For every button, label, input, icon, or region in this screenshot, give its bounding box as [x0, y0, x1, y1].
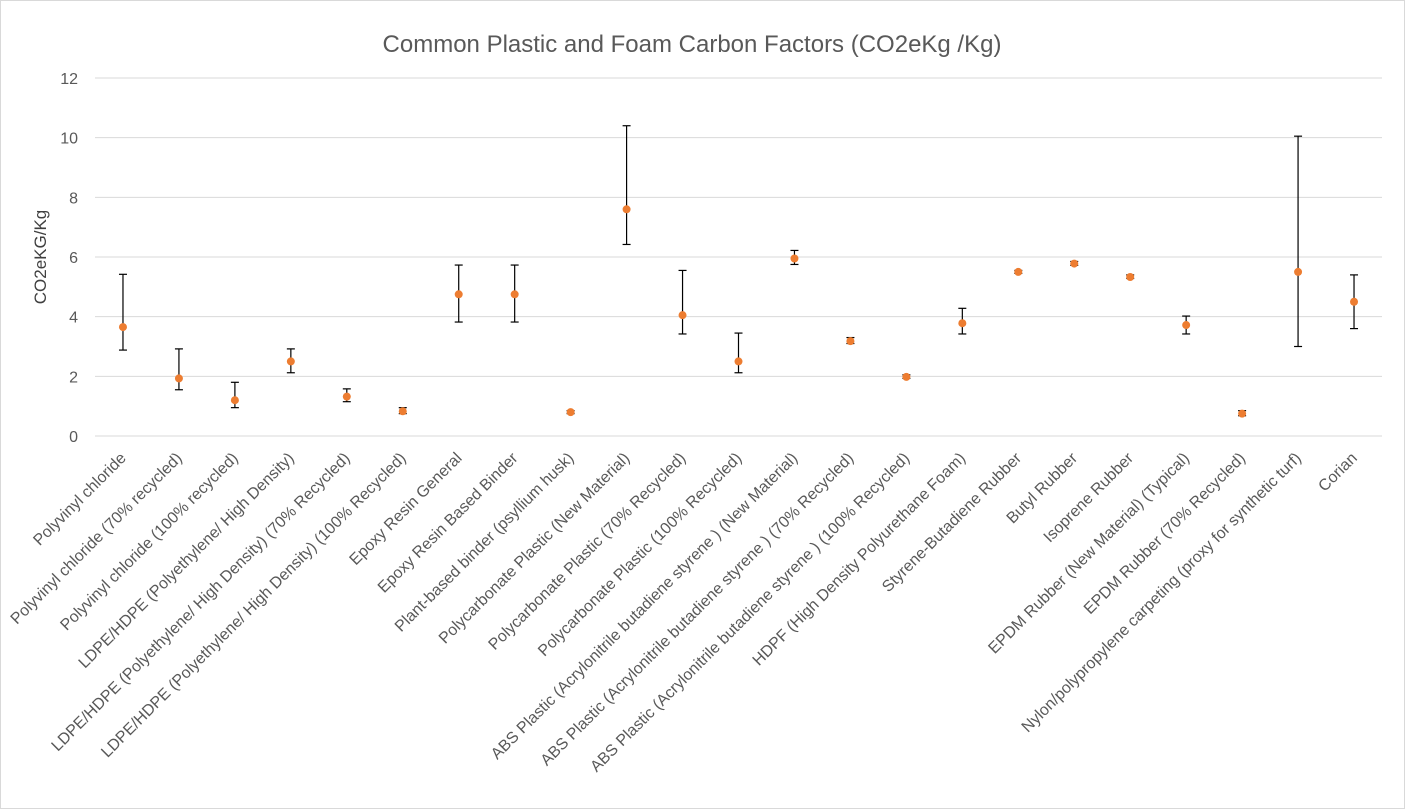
data-point: [510, 290, 519, 299]
x-tick-label: Polycarbonate Plastic (70% Recycled): [486, 450, 690, 654]
data-point: [398, 407, 407, 416]
data-point: [1294, 267, 1303, 276]
data-point: [342, 392, 351, 401]
data-point: [678, 311, 687, 320]
data-point: [286, 357, 295, 366]
gridlines: [95, 77, 1382, 437]
y-tick-label: 12: [60, 71, 78, 88]
y-tick-label: 2: [69, 369, 78, 386]
x-tick-label: Epoxy Resin General: [347, 450, 466, 569]
data-point: [734, 357, 743, 366]
y-axis-label: CO2eKG/Kg: [31, 210, 50, 305]
y-tick-label: 6: [69, 250, 78, 267]
data-point: [454, 290, 463, 299]
x-tick-label: Polycarbonate Plastic (100% Recycled): [535, 450, 745, 660]
data-point: [790, 254, 799, 263]
data-point: [1014, 267, 1023, 276]
data-point: [958, 319, 967, 328]
x-tick-label: Polyvinyl chloride: [30, 450, 129, 549]
x-tick-label: HDPF (High Density Polyurethane Foam): [750, 450, 970, 670]
data-point: [1238, 409, 1247, 418]
y-tick-label: 8: [69, 190, 78, 207]
x-tick-label: EPDM Rubber (New Material) (Typical): [985, 450, 1193, 658]
data-point: [174, 374, 183, 383]
y-tick-label: 10: [60, 131, 78, 148]
y-tick-label: 4: [69, 310, 78, 327]
x-tick-label: LDPE/HDPE (Polyethylene/ High Density): [76, 450, 298, 672]
data-point: [622, 205, 631, 214]
data-point: [118, 323, 127, 332]
x-tick-label: Corian: [1315, 450, 1360, 495]
data-point: [1182, 321, 1191, 330]
data-point: [230, 396, 239, 405]
error-bars: [118, 125, 1359, 417]
chart-title: Common Plastic and Foam Carbon Factors (…: [383, 31, 1002, 58]
data-points: [118, 205, 1359, 418]
y-tick-label: 0: [69, 429, 78, 446]
data-point: [902, 372, 911, 381]
data-point: [1126, 272, 1135, 281]
data-point: [1350, 297, 1359, 306]
data-point: [846, 337, 855, 346]
data-point: [566, 408, 575, 417]
y-axis-ticks: 0 2 4 6 8 10 12: [60, 71, 78, 446]
data-point: [1070, 259, 1079, 268]
